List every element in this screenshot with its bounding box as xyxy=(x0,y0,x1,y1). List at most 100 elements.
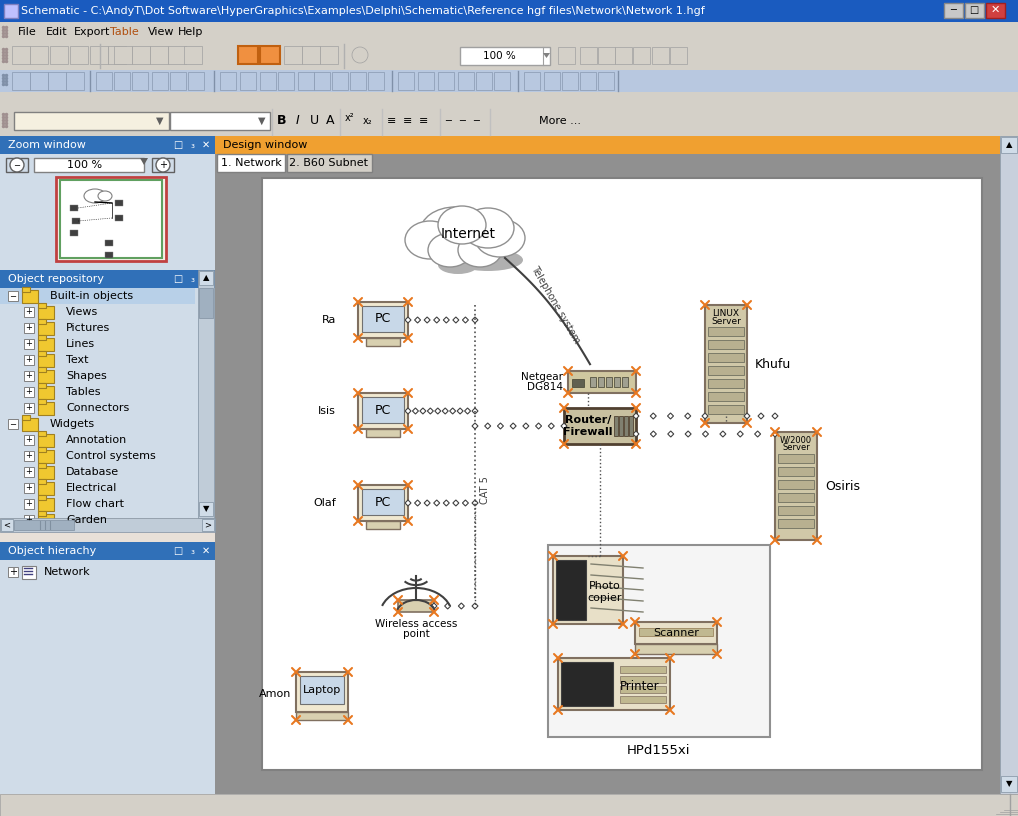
Bar xyxy=(38,450,54,463)
Bar xyxy=(152,72,168,90)
Bar xyxy=(524,72,540,90)
Bar xyxy=(635,622,717,644)
Text: File: File xyxy=(18,27,37,37)
Text: Pictures: Pictures xyxy=(66,323,110,333)
Bar xyxy=(22,287,30,292)
Bar xyxy=(199,271,213,285)
Bar xyxy=(38,463,46,468)
Bar xyxy=(366,521,400,529)
Bar xyxy=(296,712,348,720)
Text: Edit: Edit xyxy=(46,27,67,37)
Text: Shapes: Shapes xyxy=(66,371,107,381)
Text: Photo: Photo xyxy=(589,581,621,591)
Text: A: A xyxy=(326,114,334,127)
Circle shape xyxy=(352,47,367,63)
Polygon shape xyxy=(434,500,440,506)
Bar xyxy=(778,454,814,463)
Bar xyxy=(548,545,770,737)
Bar xyxy=(22,566,36,579)
Bar xyxy=(38,466,54,479)
Bar xyxy=(70,205,78,211)
Ellipse shape xyxy=(475,219,525,257)
Text: □: □ xyxy=(173,546,182,556)
Text: +: + xyxy=(25,499,33,508)
Text: +: + xyxy=(159,160,167,170)
Bar xyxy=(105,240,113,246)
Text: +: + xyxy=(9,567,17,577)
Text: ▲: ▲ xyxy=(1006,140,1012,149)
Bar xyxy=(38,370,54,383)
Text: Flow chart: Flow chart xyxy=(66,499,124,509)
Text: +: + xyxy=(25,308,33,317)
Ellipse shape xyxy=(420,207,490,257)
Bar xyxy=(362,306,404,332)
Text: Help: Help xyxy=(178,27,204,37)
Polygon shape xyxy=(668,413,674,419)
Bar xyxy=(598,47,615,64)
Bar xyxy=(260,46,280,64)
Bar xyxy=(561,662,613,706)
Bar xyxy=(296,672,348,712)
Bar xyxy=(580,72,596,90)
Polygon shape xyxy=(744,413,750,419)
Ellipse shape xyxy=(453,249,523,271)
Bar xyxy=(132,46,150,64)
Text: +: + xyxy=(25,468,33,477)
Text: +: + xyxy=(25,451,33,460)
Bar xyxy=(38,399,46,404)
Polygon shape xyxy=(405,408,411,414)
Bar xyxy=(105,252,113,258)
Bar xyxy=(215,136,1000,794)
Bar xyxy=(260,72,276,90)
Text: View: View xyxy=(148,27,174,37)
Bar xyxy=(398,72,414,90)
Polygon shape xyxy=(442,408,448,414)
Bar xyxy=(778,506,814,515)
Bar xyxy=(619,416,623,436)
Text: Lines: Lines xyxy=(66,339,95,349)
Bar xyxy=(708,353,744,362)
Polygon shape xyxy=(443,500,449,506)
Text: PC: PC xyxy=(375,495,391,508)
Polygon shape xyxy=(549,423,554,429)
Bar xyxy=(24,371,34,381)
Bar xyxy=(38,322,54,335)
Text: CAT 5: CAT 5 xyxy=(480,476,490,504)
Bar xyxy=(0,518,215,532)
Bar xyxy=(202,519,214,531)
Text: x²: x² xyxy=(345,113,355,123)
Polygon shape xyxy=(772,413,778,419)
Bar xyxy=(38,482,54,495)
Polygon shape xyxy=(737,431,743,437)
Bar xyxy=(0,532,215,542)
Polygon shape xyxy=(453,317,459,323)
Bar xyxy=(300,676,344,704)
Text: U: U xyxy=(309,114,319,127)
Polygon shape xyxy=(633,431,639,437)
Bar xyxy=(0,542,215,560)
Bar xyxy=(298,72,314,90)
Text: ─: ─ xyxy=(950,5,956,15)
Text: ─: ─ xyxy=(459,116,465,126)
Polygon shape xyxy=(458,603,464,609)
Bar xyxy=(38,386,54,399)
Ellipse shape xyxy=(84,189,106,203)
Text: ─: ─ xyxy=(10,291,15,300)
Bar xyxy=(620,666,666,673)
Bar xyxy=(0,92,1018,108)
Text: I: I xyxy=(296,114,300,127)
Text: x₂: x₂ xyxy=(363,116,373,126)
Polygon shape xyxy=(428,408,434,414)
Bar xyxy=(262,178,982,770)
Polygon shape xyxy=(543,53,550,58)
Text: ─: ─ xyxy=(14,161,19,170)
Text: <: < xyxy=(3,521,10,530)
Bar xyxy=(38,431,46,436)
Text: ≡: ≡ xyxy=(387,116,397,126)
Bar xyxy=(50,46,68,64)
Bar xyxy=(620,686,666,693)
Bar xyxy=(494,72,510,90)
Bar xyxy=(38,383,46,388)
Bar xyxy=(0,794,1018,816)
Bar xyxy=(4,4,18,18)
